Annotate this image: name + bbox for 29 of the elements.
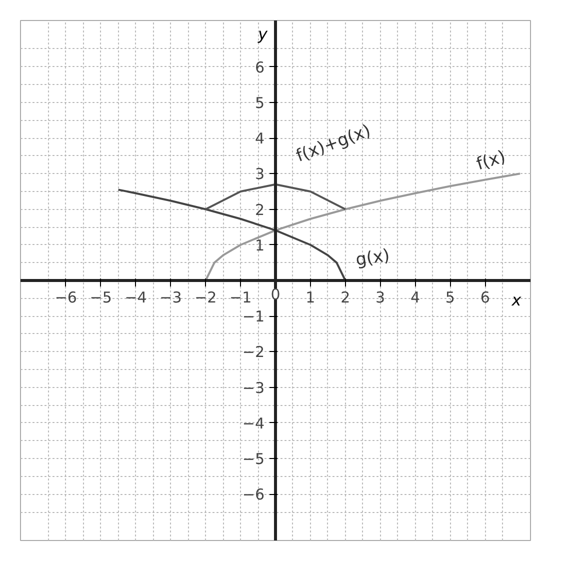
x-tick-label: 0 xyxy=(270,286,280,304)
y-tick-label: −1 xyxy=(242,308,265,326)
y-tick-label: −4 xyxy=(242,414,265,432)
y-tick-label: −2 xyxy=(242,343,265,362)
y-axis-title: y xyxy=(257,24,268,44)
annotation: g(x) xyxy=(354,246,392,270)
y-tick-label: 4 xyxy=(254,130,265,148)
x-tick-label: −1 xyxy=(230,288,252,306)
x-tick-label: 2 xyxy=(340,288,350,306)
x-tick-label: −6 xyxy=(54,288,77,306)
y-tick-label: 3 xyxy=(254,165,265,184)
y-tick-label: −5 xyxy=(242,450,265,468)
x-tick-label: 6 xyxy=(480,288,490,306)
x-tick-label: 4 xyxy=(410,288,420,306)
y-tick-label: 6 xyxy=(254,58,265,76)
x-axis-title: x xyxy=(510,290,522,310)
x-tick-label: −3 xyxy=(160,288,182,306)
x-tick-label: −5 xyxy=(90,288,112,306)
x-tick-label: 3 xyxy=(376,288,386,306)
x-tick-label: 5 xyxy=(445,288,455,306)
y-tick-label: 2 xyxy=(254,200,265,219)
annotation: f(x) xyxy=(474,146,508,175)
x-tick-label: 1 xyxy=(306,288,316,306)
x-tick-label: −2 xyxy=(194,288,217,306)
y-tick-label: 5 xyxy=(254,94,265,112)
x-tick-label: −4 xyxy=(124,288,147,306)
y-tick-label: −3 xyxy=(242,378,265,397)
y-tick-label: −6 xyxy=(242,486,265,504)
y-tick-label: 1 xyxy=(254,236,265,254)
